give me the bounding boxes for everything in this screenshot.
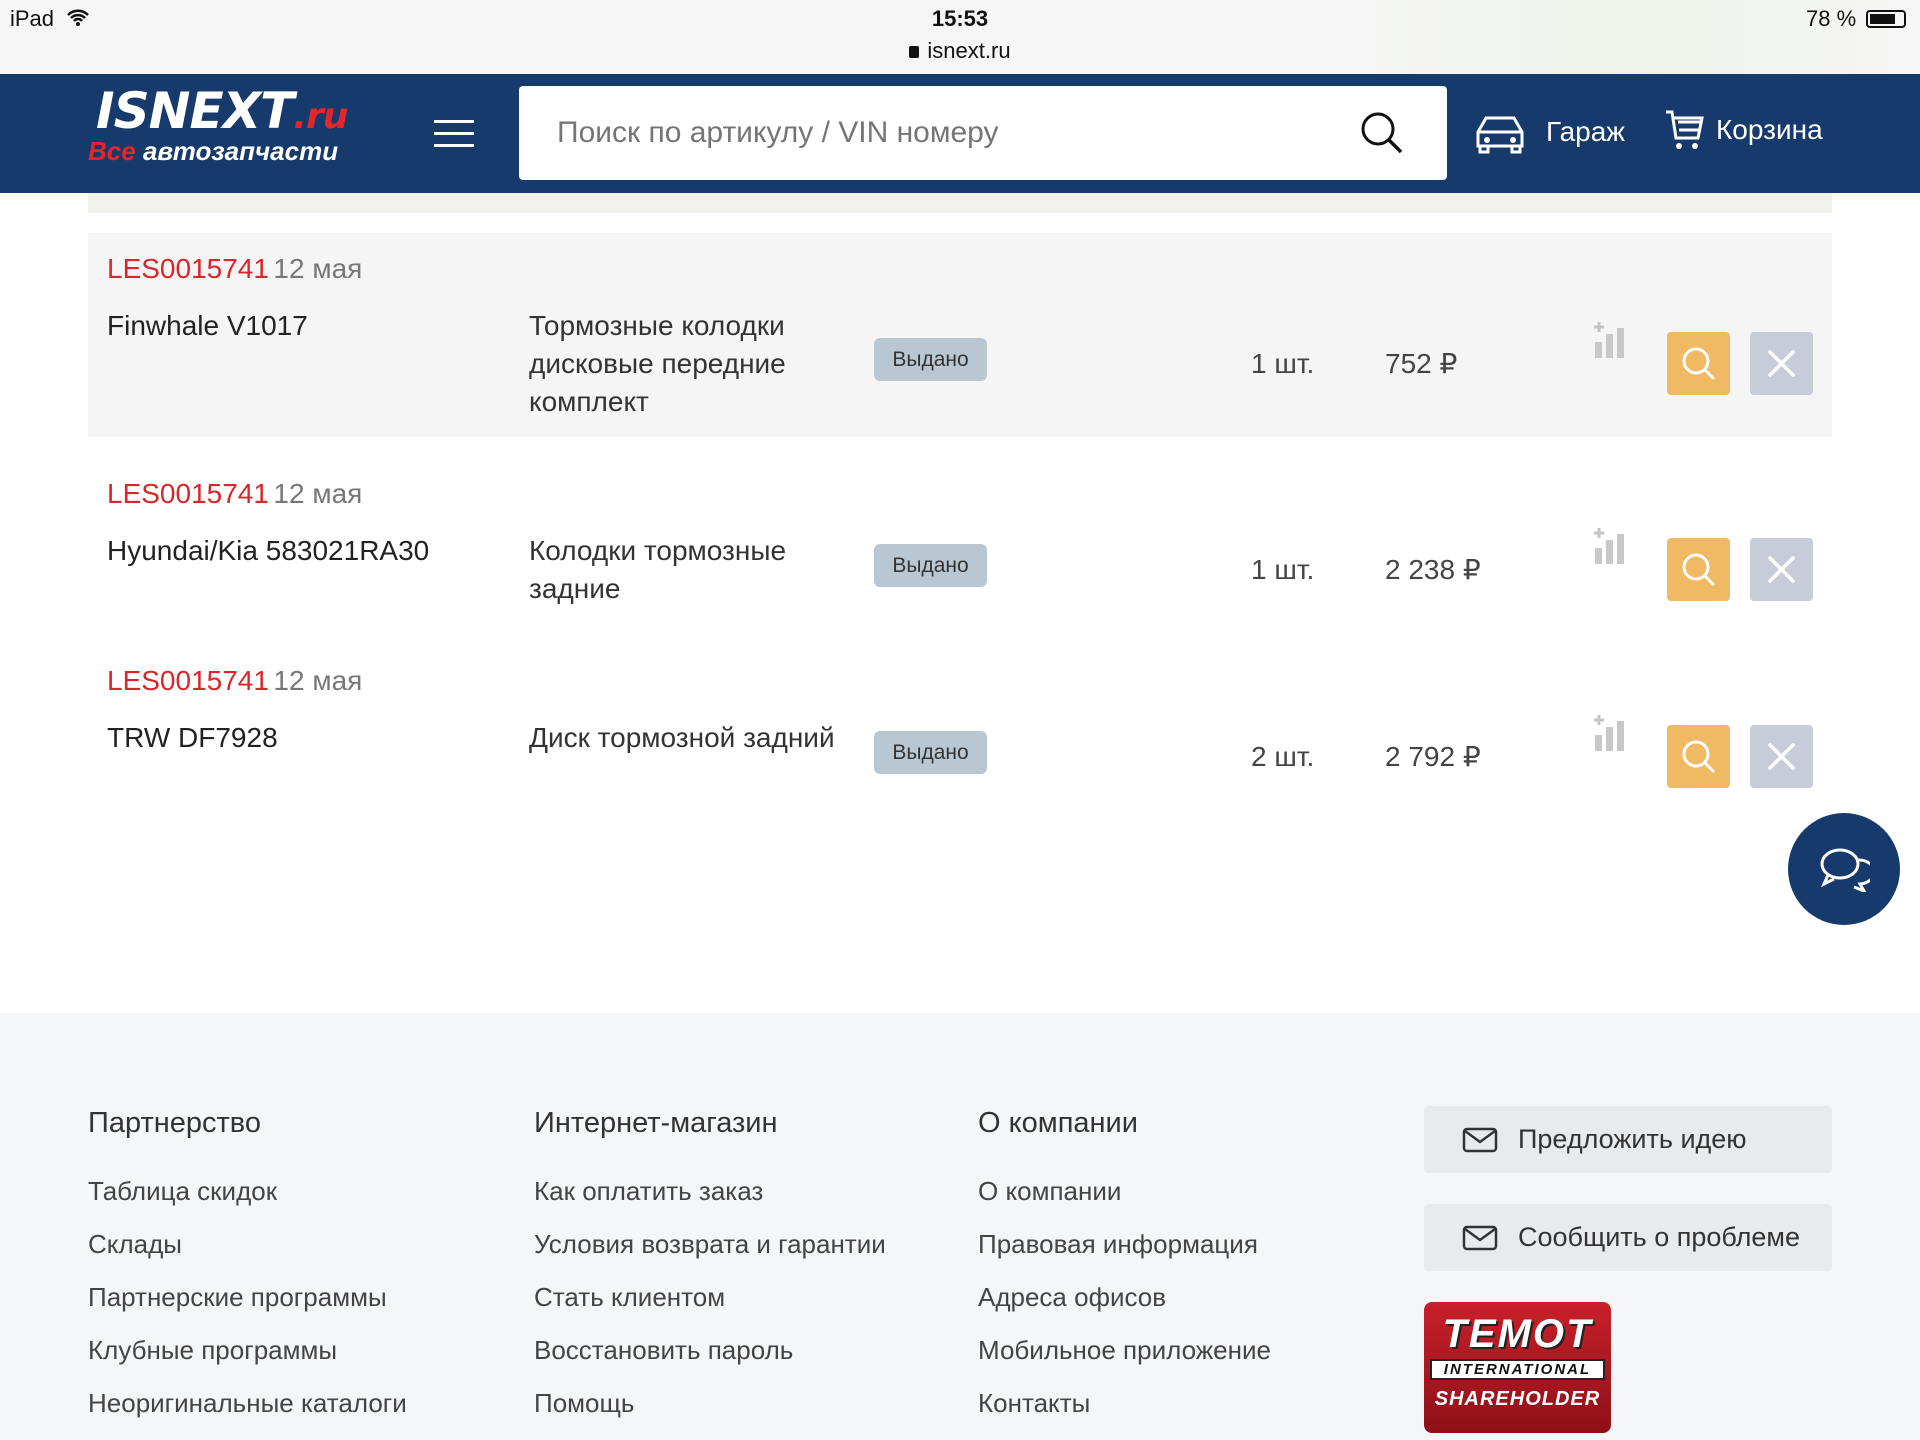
search-part-button[interactable] [1667, 725, 1730, 788]
temot-shareholder-logo: TEMOT INTERNATIONAL SHAREHOLDER [1424, 1302, 1611, 1433]
chat-button[interactable] [1788, 813, 1900, 925]
order-id[interactable]: LES0015741 [107, 478, 269, 509]
part-number[interactable]: Finwhale V1017 [107, 310, 308, 341]
footer-link[interactable]: Неоригинальные каталоги [88, 1388, 407, 1418]
temot-logo-title: TEMOT [1442, 1312, 1593, 1356]
search-part-button[interactable] [1667, 332, 1730, 395]
part-description: Тормозные колодки дисковые передние комп… [529, 310, 786, 417]
chat-icon [1820, 848, 1870, 892]
garage-link[interactable]: Гараж [1472, 110, 1625, 154]
remove-button[interactable] [1750, 725, 1813, 788]
part-description: Колодки тормозные задние [529, 535, 787, 604]
cart-label: Корзина [1716, 114, 1823, 145]
battery-icon [1866, 10, 1906, 28]
footer-link[interactable]: Условия возврата и гарантии [534, 1229, 886, 1259]
remove-button[interactable] [1750, 538, 1813, 601]
search-icon [1682, 553, 1715, 586]
site-logo[interactable]: ISNEXT.ru Все автозапчасти [88, 82, 348, 167]
wifi-icon [67, 9, 89, 26]
envelope-icon [1462, 1127, 1498, 1152]
report-problem-button[interactable]: Сообщить о проблеме [1424, 1204, 1832, 1271]
logo-sub: автозапчасти [142, 136, 339, 166]
search-input[interactable] [557, 86, 1337, 180]
status-bar: iPad 15:53 isnext.ru 78 % [0, 0, 1920, 74]
search-icon [1682, 347, 1715, 380]
temot-logo-shareholder: SHAREHOLDER [1434, 1388, 1601, 1410]
footer-column: Партнерство Таблица скидок Склады Партнерск… [88, 1107, 407, 1419]
add-to-compare-chart-icon[interactable] [1592, 713, 1628, 755]
footer-link[interactable]: Правовая информация [978, 1229, 1258, 1259]
price: 2 238 ₽ [1385, 554, 1481, 585]
footer-link[interactable]: Склады [88, 1229, 182, 1259]
order-row: LES0015741 12 мая Finwhale V1017 Тормозн… [88, 233, 1832, 437]
footer-column: Интернет-магазин Как оплатить заказ Услови… [534, 1107, 886, 1419]
quantity: 1 шт. [1251, 348, 1315, 379]
order-date: 12 мая [273, 253, 363, 284]
status-badge: Выдано [874, 731, 987, 774]
footer-heading: Партнерство [88, 1107, 262, 1139]
footer-heading: О компании [978, 1107, 1138, 1139]
quantity: 1 шт. [1251, 554, 1315, 585]
remove-button[interactable] [1750, 332, 1813, 395]
footer-link[interactable]: Адреса офисов [978, 1282, 1167, 1312]
order-date: 12 мая [273, 665, 363, 696]
part-number[interactable]: TRW DF7928 [107, 722, 278, 753]
order-row: LES0015741 12 мая TRW DF7928 Диск тормоз… [88, 645, 1832, 835]
suggest-idea-button[interactable]: Предложить идею [1424, 1106, 1832, 1173]
site-header: ISNEXT.ru Все автозапчасти Гараж Корзина [0, 74, 1920, 193]
logo-text: ISNEXT [96, 82, 294, 140]
price: 752 ₽ [1385, 348, 1458, 379]
footer-link[interactable]: Клубные программы [88, 1335, 338, 1365]
logo-ru: .ru [293, 96, 348, 137]
order-id[interactable]: LES0015741 [107, 665, 269, 696]
search-box [519, 86, 1447, 180]
footer-link[interactable]: О компании [978, 1176, 1122, 1206]
footer-link[interactable]: Стать клиентом [534, 1282, 726, 1312]
envelope-icon [1462, 1225, 1498, 1250]
part-description: Диск тормозной задний [529, 722, 835, 753]
footer-link[interactable]: Как оплатить заказ [534, 1176, 764, 1206]
logo-sub-red: Все [88, 136, 136, 166]
quantity: 2 шт. [1251, 741, 1315, 772]
cart-icon [1666, 110, 1704, 149]
footer-link[interactable]: Восстановить пароль [534, 1335, 794, 1365]
garage-label: Гараж [1546, 116, 1626, 147]
suggest-idea-label: Предложить идею [1518, 1124, 1747, 1154]
device-label: iPad [10, 6, 55, 31]
order-date: 12 мая [273, 478, 363, 509]
close-icon [1768, 556, 1795, 583]
footer-link[interactable]: Контакты [978, 1388, 1091, 1418]
close-icon [1768, 743, 1795, 770]
footer-link[interactable]: Помощь [534, 1388, 635, 1418]
footer-heading: Интернет-магазин [534, 1107, 778, 1139]
status-badge: Выдано [874, 544, 987, 587]
hamburger-menu-icon[interactable] [434, 120, 474, 147]
temot-logo-subtitle: INTERNATIONAL [1430, 1359, 1605, 1380]
part-number[interactable]: Hyundai/Kia 583021RA30 [107, 535, 430, 566]
car-icon [1476, 116, 1524, 154]
footer-link[interactable]: Мобильное приложение [978, 1335, 1271, 1365]
status-badge: Выдано [874, 338, 987, 381]
search-icon [1682, 740, 1715, 773]
url-bar[interactable]: isnext.ru [0, 38, 1920, 64]
table-header-strip [88, 193, 1832, 213]
report-problem-label: Сообщить о проблеме [1518, 1222, 1800, 1252]
add-to-compare-chart-icon[interactable] [1592, 526, 1628, 568]
footer-column: О компании О компании Правовая информация А… [978, 1107, 1271, 1419]
search-part-button[interactable] [1667, 538, 1730, 601]
site-footer: Партнерство Таблица скидок Склады Партнерск… [0, 1013, 1920, 1440]
battery-percent: 78 % [1806, 6, 1857, 31]
url-text: isnext.ru [927, 38, 1011, 63]
order-row: LES0015741 12 мая Hyundai/Kia 583021RA30… [88, 458, 1832, 648]
order-id[interactable]: LES0015741 [107, 253, 269, 284]
search-icon[interactable] [1359, 110, 1405, 156]
add-to-compare-chart-icon[interactable] [1592, 320, 1628, 362]
footer-link[interactable]: Таблица скидок [88, 1176, 278, 1206]
price: 2 792 ₽ [1385, 741, 1481, 772]
close-icon [1768, 350, 1795, 377]
cart-link[interactable]: Корзина [1664, 108, 1823, 152]
footer-link[interactable]: Партнерские программы [88, 1282, 387, 1312]
lock-icon [909, 46, 920, 58]
clock: 15:53 [931, 6, 989, 31]
